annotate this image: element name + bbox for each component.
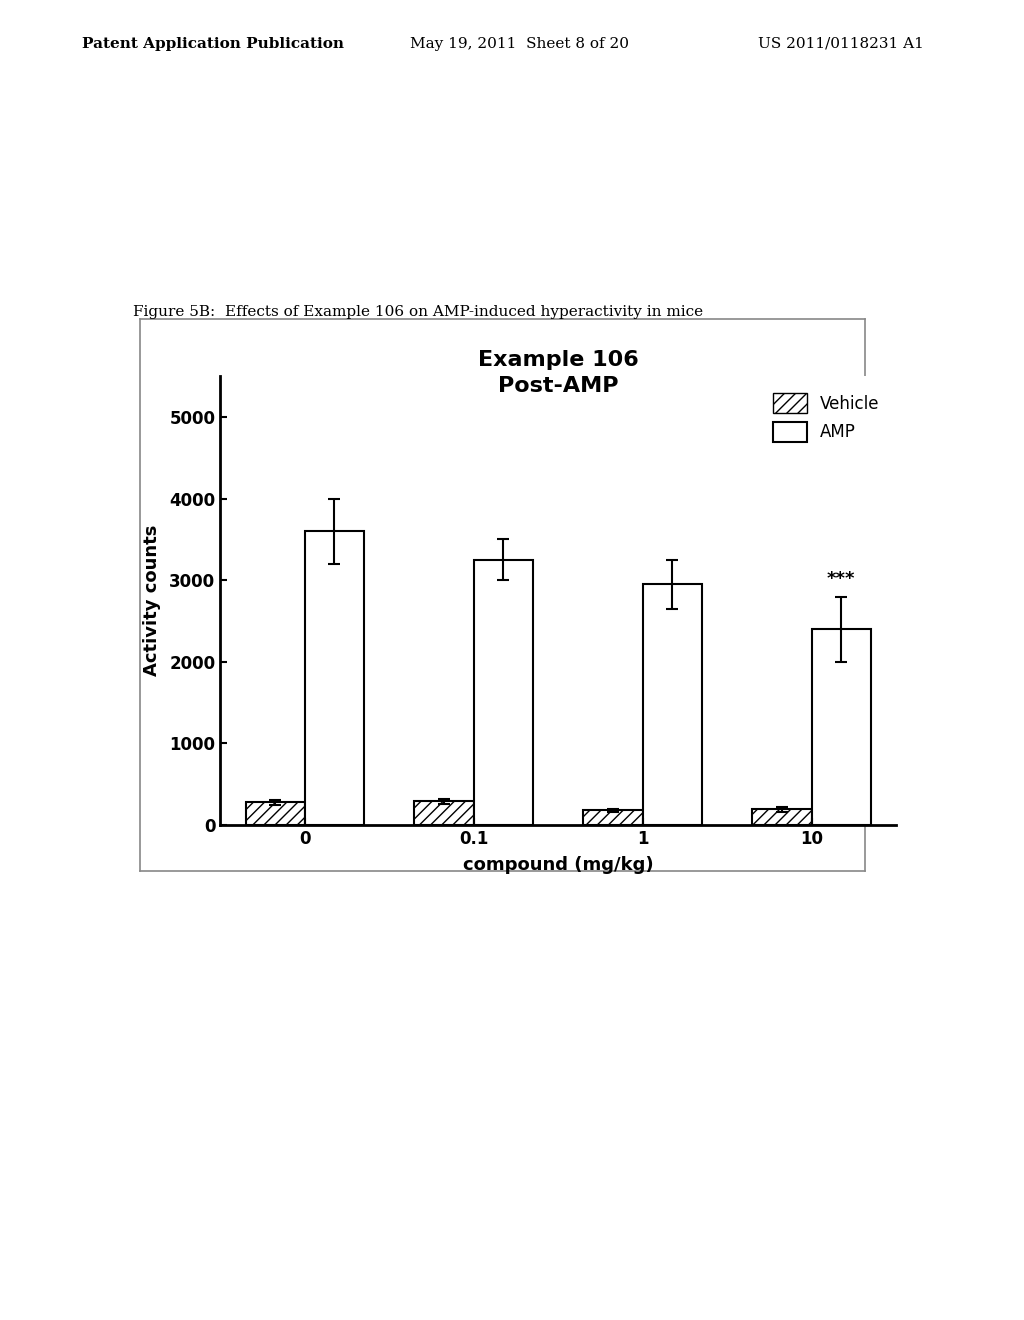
Text: US 2011/0118231 A1: US 2011/0118231 A1: [758, 37, 924, 51]
Bar: [811, 630, 870, 825]
Text: Patent Application Publication: Patent Application Publication: [82, 37, 344, 51]
Bar: [584, 810, 643, 825]
Bar: [473, 560, 532, 825]
Text: Example 106
Post-AMP: Example 106 Post-AMP: [478, 350, 638, 396]
Y-axis label: Activity counts: Activity counts: [142, 525, 161, 676]
Bar: [753, 809, 811, 825]
Bar: [643, 585, 701, 825]
Text: Figure 5B:  Effects of Example 106 on AMP-induced hyperactivity in mice: Figure 5B: Effects of Example 106 on AMP…: [133, 305, 703, 319]
Bar: [246, 803, 305, 825]
Text: ***: ***: [826, 570, 855, 589]
Bar: [415, 801, 473, 825]
Text: May 19, 2011  Sheet 8 of 20: May 19, 2011 Sheet 8 of 20: [410, 37, 629, 51]
Bar: [305, 531, 364, 825]
X-axis label: compound (mg/kg): compound (mg/kg): [463, 857, 653, 874]
Legend: Vehicle, AMP: Vehicle, AMP: [765, 384, 888, 450]
